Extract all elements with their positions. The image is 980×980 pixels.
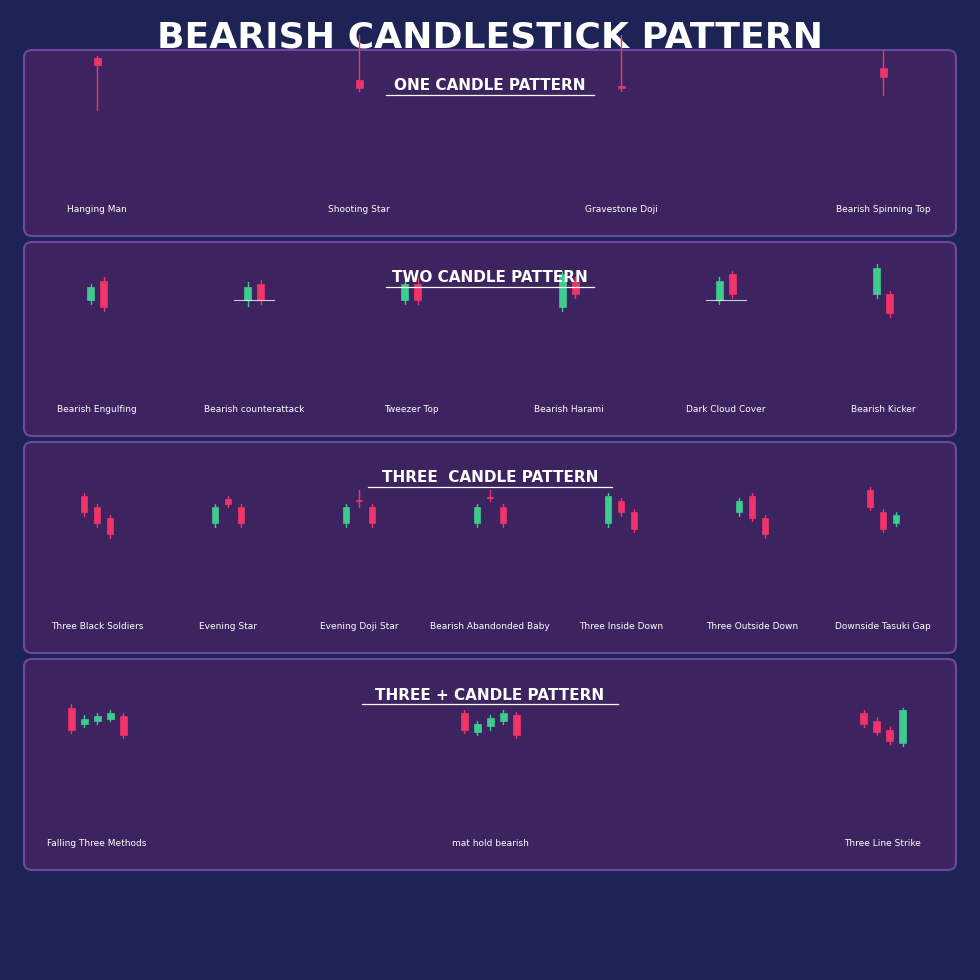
Bar <box>68 708 74 729</box>
Text: THREE + CANDLE PATTERN: THREE + CANDLE PATTERN <box>375 688 605 703</box>
Bar <box>356 80 363 88</box>
Bar <box>500 713 507 720</box>
Bar <box>886 729 893 741</box>
FancyBboxPatch shape <box>24 442 956 653</box>
Bar <box>369 507 375 523</box>
Bar <box>93 716 101 720</box>
Text: Evening Star: Evening Star <box>199 622 257 631</box>
Text: Bearish Kicker: Bearish Kicker <box>851 405 915 414</box>
Text: Bearish Abandonded Baby: Bearish Abandonded Baby <box>430 622 550 631</box>
Bar <box>879 69 887 77</box>
Bar <box>120 716 126 735</box>
Bar <box>631 513 637 529</box>
Bar <box>715 281 723 301</box>
Bar <box>873 268 880 294</box>
Bar <box>513 715 519 735</box>
Bar <box>486 718 494 726</box>
Bar <box>473 724 480 732</box>
Text: THREE  CANDLE PATTERN: THREE CANDLE PATTERN <box>382 470 598 485</box>
Text: Three Outside Down: Three Outside Down <box>706 622 798 631</box>
Bar <box>257 283 265 301</box>
Text: Bearish Harami: Bearish Harami <box>534 405 604 414</box>
Bar <box>605 496 611 523</box>
Text: Evening Doji Star: Evening Doji Star <box>319 622 398 631</box>
Bar <box>356 500 362 502</box>
Bar <box>94 507 100 523</box>
Text: ONE CANDLE PATTERN: ONE CANDLE PATTERN <box>394 78 586 93</box>
Bar <box>87 287 94 301</box>
Bar <box>571 281 578 294</box>
Bar <box>212 507 218 523</box>
Text: Bearish Engulfing: Bearish Engulfing <box>57 405 137 414</box>
Bar <box>343 507 349 523</box>
Bar <box>107 518 113 534</box>
Bar <box>860 713 867 724</box>
Bar <box>886 294 893 314</box>
Bar <box>749 496 755 518</box>
Text: Gravestone Doji: Gravestone Doji <box>584 205 658 214</box>
FancyBboxPatch shape <box>24 242 956 436</box>
Bar <box>100 281 107 307</box>
Text: Bearish Spinning Top: Bearish Spinning Top <box>836 205 930 214</box>
Text: Tweezer Top: Tweezer Top <box>384 405 439 414</box>
Bar <box>617 86 624 88</box>
Bar <box>736 502 742 513</box>
Bar <box>762 518 768 534</box>
Bar <box>107 713 114 718</box>
Bar <box>81 496 87 513</box>
Bar <box>880 513 886 529</box>
Text: Hanging Man: Hanging Man <box>67 205 126 214</box>
Bar <box>899 710 906 743</box>
Text: Three Black Soldiers: Three Black Soldiers <box>51 622 143 631</box>
Text: mat hold bearish: mat hold bearish <box>452 839 528 848</box>
Bar <box>474 507 480 523</box>
Text: BEARISH CANDLESTICK PATTERN: BEARISH CANDLESTICK PATTERN <box>157 21 823 55</box>
Bar <box>729 274 736 294</box>
Bar <box>402 283 409 301</box>
FancyBboxPatch shape <box>24 50 956 236</box>
Bar <box>559 274 565 307</box>
Bar <box>487 497 493 498</box>
Bar <box>867 491 873 507</box>
Bar <box>873 720 880 732</box>
Text: Dark Cloud Cover: Dark Cloud Cover <box>686 405 765 414</box>
Text: Shooting Star: Shooting Star <box>328 205 390 214</box>
Bar <box>893 514 899 523</box>
Text: Bearish counterattack: Bearish counterattack <box>204 405 305 414</box>
Bar <box>93 58 101 66</box>
Bar <box>618 502 624 513</box>
Text: Three Line Strike: Three Line Strike <box>845 839 921 848</box>
Text: Downside Tasuki Gap: Downside Tasuki Gap <box>835 622 931 631</box>
Bar <box>461 713 467 729</box>
Text: Falling Three Methods: Falling Three Methods <box>47 839 147 848</box>
Bar <box>238 507 244 523</box>
Bar <box>225 499 231 504</box>
FancyBboxPatch shape <box>24 659 956 870</box>
Bar <box>244 287 251 301</box>
Text: Three Inside Down: Three Inside Down <box>579 622 663 631</box>
Bar <box>415 283 421 301</box>
Text: TWO CANDLE PATTERN: TWO CANDLE PATTERN <box>392 270 588 285</box>
Bar <box>500 507 506 523</box>
Bar <box>80 718 87 724</box>
